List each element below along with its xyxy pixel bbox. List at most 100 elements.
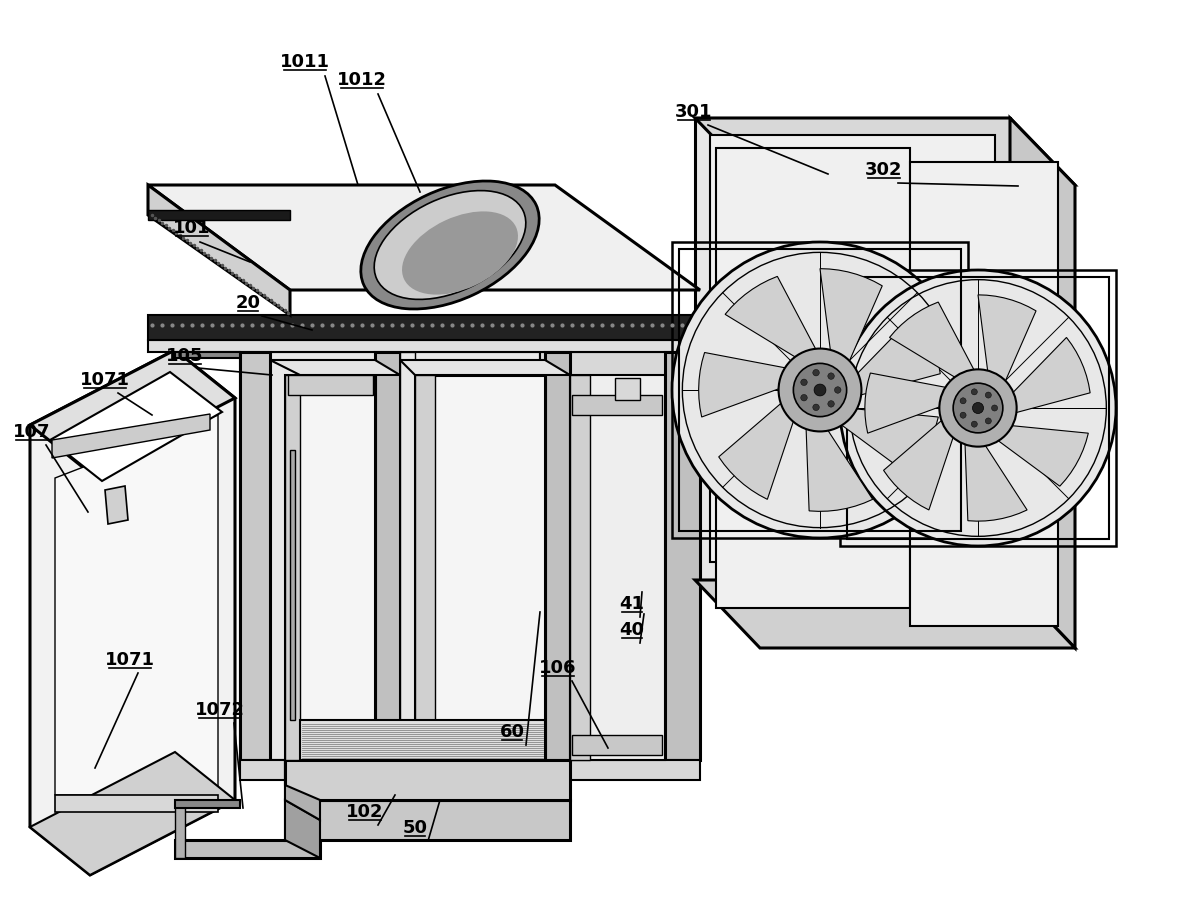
Polygon shape: [725, 277, 817, 359]
Polygon shape: [854, 315, 940, 396]
Polygon shape: [911, 162, 1058, 626]
Text: 20: 20: [235, 294, 261, 312]
Polygon shape: [865, 373, 950, 434]
Polygon shape: [889, 302, 976, 379]
Circle shape: [801, 395, 808, 401]
Text: 107: 107: [13, 423, 50, 441]
Text: 101: 101: [173, 219, 210, 237]
Circle shape: [972, 421, 978, 427]
Circle shape: [828, 401, 834, 407]
Polygon shape: [540, 352, 700, 760]
Circle shape: [801, 379, 808, 385]
Circle shape: [972, 389, 978, 395]
Polygon shape: [964, 440, 1027, 522]
Circle shape: [828, 373, 834, 379]
Polygon shape: [148, 185, 700, 290]
Polygon shape: [710, 135, 995, 562]
Circle shape: [840, 270, 1116, 546]
Text: 1011: 1011: [280, 53, 330, 71]
Circle shape: [986, 392, 992, 398]
Circle shape: [939, 369, 1017, 446]
Text: 40: 40: [619, 621, 644, 639]
Polygon shape: [284, 375, 300, 760]
Polygon shape: [240, 760, 700, 780]
Circle shape: [973, 403, 983, 414]
Polygon shape: [174, 800, 185, 858]
Polygon shape: [820, 268, 882, 366]
Polygon shape: [978, 295, 1036, 385]
Polygon shape: [400, 360, 570, 375]
Text: 301: 301: [675, 103, 712, 121]
Text: 102: 102: [347, 803, 384, 821]
Polygon shape: [55, 795, 217, 812]
Polygon shape: [288, 375, 373, 395]
Polygon shape: [572, 735, 662, 755]
Polygon shape: [545, 352, 570, 760]
Polygon shape: [148, 210, 290, 220]
Polygon shape: [148, 315, 700, 340]
Text: 50: 50: [403, 819, 428, 837]
Polygon shape: [284, 760, 570, 800]
Polygon shape: [174, 840, 320, 858]
Circle shape: [779, 348, 862, 432]
Polygon shape: [148, 185, 290, 315]
Polygon shape: [375, 352, 400, 760]
Polygon shape: [30, 752, 235, 875]
Polygon shape: [695, 118, 1076, 185]
Text: 105: 105: [166, 347, 204, 365]
Polygon shape: [415, 375, 545, 760]
Polygon shape: [664, 352, 700, 760]
Polygon shape: [284, 800, 570, 840]
Polygon shape: [838, 408, 938, 473]
Circle shape: [793, 364, 846, 416]
Text: 41: 41: [619, 595, 644, 613]
Text: 1071: 1071: [80, 371, 130, 389]
Text: 1012: 1012: [337, 71, 387, 89]
Polygon shape: [572, 395, 662, 415]
Text: 1071: 1071: [105, 651, 155, 669]
Polygon shape: [300, 720, 545, 760]
Polygon shape: [695, 118, 1010, 580]
Polygon shape: [174, 352, 240, 358]
Polygon shape: [30, 350, 235, 875]
Circle shape: [672, 242, 968, 538]
Text: 60: 60: [500, 723, 525, 741]
Polygon shape: [570, 375, 664, 760]
Polygon shape: [284, 760, 320, 820]
Polygon shape: [284, 375, 375, 760]
Polygon shape: [1010, 118, 1076, 648]
Polygon shape: [883, 417, 955, 510]
Polygon shape: [55, 415, 217, 795]
Circle shape: [960, 412, 966, 418]
Polygon shape: [695, 580, 1076, 648]
Polygon shape: [400, 352, 415, 760]
Circle shape: [834, 386, 841, 394]
Polygon shape: [415, 375, 435, 760]
Text: 1072: 1072: [195, 701, 245, 719]
Polygon shape: [994, 425, 1089, 486]
Polygon shape: [105, 486, 128, 524]
Polygon shape: [284, 800, 320, 858]
Polygon shape: [240, 352, 540, 760]
Polygon shape: [805, 424, 872, 512]
Polygon shape: [615, 378, 641, 400]
Polygon shape: [148, 340, 700, 352]
Polygon shape: [699, 353, 790, 417]
Polygon shape: [270, 360, 400, 375]
Polygon shape: [718, 400, 795, 500]
Circle shape: [954, 383, 1003, 433]
Text: 302: 302: [865, 161, 902, 179]
Ellipse shape: [361, 181, 539, 309]
Polygon shape: [53, 414, 210, 458]
Ellipse shape: [402, 211, 517, 295]
Polygon shape: [570, 375, 590, 760]
Circle shape: [814, 384, 826, 396]
Circle shape: [986, 418, 992, 424]
Circle shape: [813, 404, 820, 411]
Circle shape: [992, 405, 998, 411]
Polygon shape: [716, 148, 911, 608]
Polygon shape: [30, 350, 235, 473]
Polygon shape: [290, 450, 295, 720]
Circle shape: [960, 398, 966, 404]
Circle shape: [813, 369, 820, 375]
